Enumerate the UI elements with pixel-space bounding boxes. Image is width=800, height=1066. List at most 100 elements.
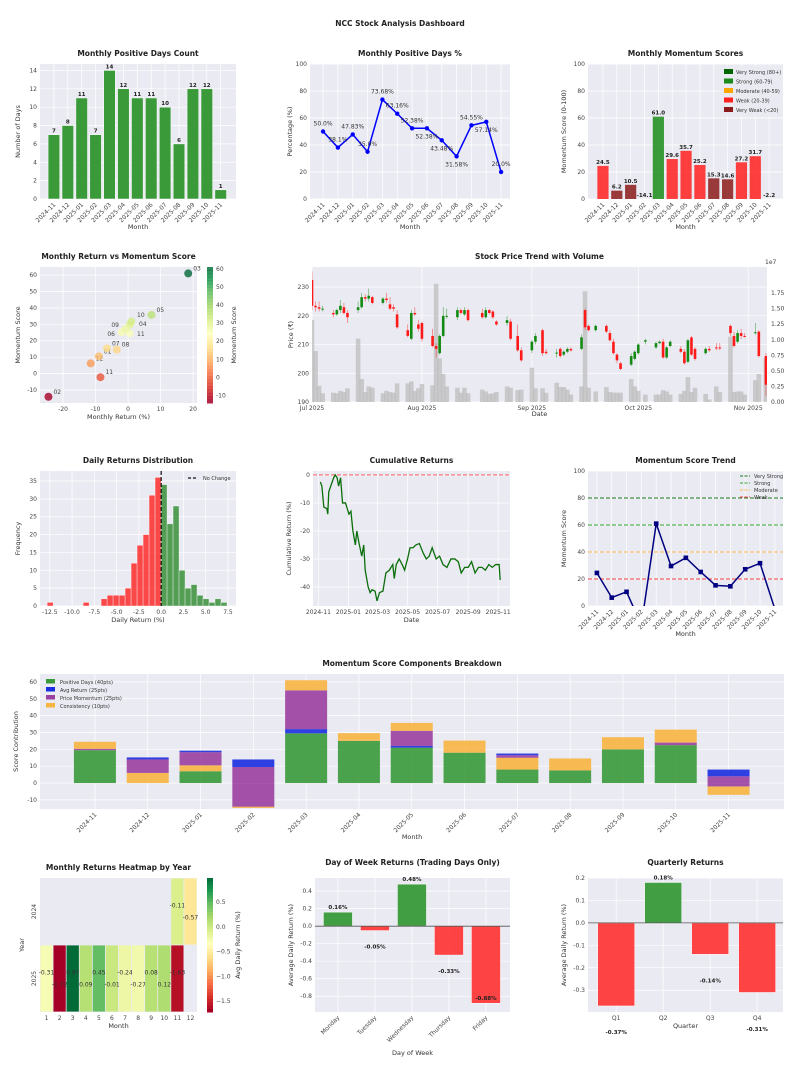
volume-bar bbox=[565, 389, 570, 402]
volume-bar bbox=[384, 390, 389, 402]
candle-body bbox=[714, 347, 718, 349]
colorbar-step bbox=[207, 884, 213, 889]
bar-value-label: -0.33% bbox=[438, 969, 460, 975]
colorbar-step bbox=[207, 382, 213, 387]
x-tick-label: Thursday bbox=[427, 1014, 453, 1040]
x-axis-label: Daily Return (%) bbox=[111, 616, 164, 624]
volume-bar bbox=[338, 390, 343, 402]
component-segment bbox=[549, 758, 592, 762]
cell-annotation: -1.72 bbox=[52, 982, 68, 989]
legend-swatch bbox=[724, 97, 733, 103]
x-tick-label: 0.0 bbox=[156, 609, 166, 616]
y-tick-label: 80 bbox=[299, 88, 307, 95]
candle-body bbox=[636, 344, 640, 354]
volume-bar bbox=[487, 393, 492, 402]
x-tick-label: 2025-04 bbox=[340, 811, 363, 834]
colorbar-step bbox=[207, 396, 213, 401]
bar-value-label: 35.7 bbox=[679, 145, 693, 151]
colorbar-step bbox=[207, 978, 213, 983]
y-tick-label: 220 bbox=[298, 313, 310, 320]
y-tick-label: 50 bbox=[29, 288, 37, 295]
chart-title: Daily Returns Distribution bbox=[83, 456, 193, 465]
component-segment bbox=[390, 747, 433, 784]
chart-title: Stock Price Trend with Volume bbox=[475, 252, 604, 261]
y-tick-label: -40 bbox=[300, 584, 310, 591]
volume-tick-label: 0.00 bbox=[771, 399, 785, 406]
x-tick-label: -7.5 bbox=[88, 609, 100, 616]
legend-label: Weak bbox=[754, 495, 768, 501]
colorbar-step bbox=[207, 995, 213, 1000]
legend-label: Weak (20-39) bbox=[736, 99, 770, 105]
colorbar-step bbox=[207, 1008, 213, 1013]
candle-body bbox=[385, 298, 388, 301]
candle-body bbox=[434, 345, 438, 349]
plot-area bbox=[40, 267, 197, 403]
colorbar-step bbox=[207, 965, 213, 969]
bar-value-label: 11 bbox=[133, 92, 141, 98]
point-label: 07 bbox=[112, 340, 120, 347]
candle-body bbox=[608, 333, 612, 341]
volume-tick-label: 0.75 bbox=[771, 352, 785, 359]
component-segment bbox=[285, 680, 328, 691]
bar-value-label: 0.48% bbox=[402, 877, 422, 883]
y-tick-label: 0.4 bbox=[302, 888, 312, 895]
colorbar-step bbox=[207, 341, 213, 346]
x-tick-label: 7.5 bbox=[223, 609, 233, 616]
y-tick-label: -0.8 bbox=[300, 993, 312, 1000]
volume-bar bbox=[657, 394, 662, 402]
colorbar-step bbox=[207, 908, 213, 912]
y-tick-label: 0 bbox=[33, 780, 37, 787]
colorbar-tick-label: −1.0 bbox=[216, 973, 231, 980]
x-tick-label: Nov 2025 bbox=[734, 405, 763, 412]
y-tick-label: 10 bbox=[29, 104, 37, 111]
x-tick-label: 5 bbox=[97, 1015, 101, 1022]
bar bbox=[597, 165, 609, 199]
y-tick-label: 20 bbox=[577, 169, 585, 176]
x-tick-label: -10 bbox=[91, 406, 101, 413]
y-tick-label: 20 bbox=[299, 169, 307, 176]
candle-body bbox=[757, 331, 761, 357]
colorbar-step bbox=[207, 901, 213, 906]
scatter-point bbox=[127, 317, 136, 326]
candle-body bbox=[753, 332, 757, 334]
y-tick-label: 80 bbox=[577, 88, 585, 95]
bar-value-label: 10 bbox=[161, 101, 169, 107]
candle-body bbox=[321, 308, 324, 310]
point-label: 50.0% bbox=[314, 121, 333, 128]
y-tick-label: -0.2 bbox=[300, 941, 312, 948]
data-point bbox=[728, 583, 733, 589]
colorbar-step bbox=[207, 958, 213, 963]
histogram-bar bbox=[118, 595, 126, 607]
chart-price-volume: 190 200 210 220 230 Stock Price Trend with Vo… bbox=[287, 252, 785, 418]
data-point bbox=[424, 126, 430, 131]
scatter-point bbox=[147, 310, 156, 319]
colorbar-step bbox=[207, 991, 213, 996]
cell-annotation: -0.57 bbox=[183, 915, 199, 922]
colorbar-step bbox=[207, 294, 213, 299]
colorbar-step bbox=[207, 331, 213, 336]
legend-label: No Change bbox=[203, 476, 231, 482]
colorbar-step bbox=[207, 878, 213, 882]
bar bbox=[722, 179, 734, 199]
y-tick-label: 40 bbox=[299, 142, 307, 149]
candle-body bbox=[392, 307, 395, 309]
component-segment bbox=[126, 757, 169, 760]
x-axis-label: Monthly Return (%) bbox=[87, 413, 150, 421]
candle-body bbox=[356, 307, 360, 311]
heatmap-cell bbox=[40, 945, 53, 1012]
histogram-bar bbox=[196, 595, 204, 607]
candle-body bbox=[736, 333, 739, 342]
legend-swatch bbox=[46, 695, 55, 700]
colorbar-step bbox=[207, 362, 213, 367]
data-point bbox=[469, 123, 474, 128]
colorbar-step bbox=[207, 975, 213, 979]
colorbar-step bbox=[207, 379, 213, 384]
x-tick-label: -12.5 bbox=[42, 609, 58, 616]
y-axis-label: Cumulative Return (%) bbox=[285, 501, 293, 575]
x-tick-label: 10 bbox=[157, 406, 165, 413]
component-segment bbox=[285, 733, 328, 784]
colorbar-step bbox=[207, 945, 213, 949]
volume-bar bbox=[735, 391, 740, 402]
volume-bar bbox=[312, 319, 315, 402]
volume-tick-label: 1.00 bbox=[771, 337, 785, 344]
